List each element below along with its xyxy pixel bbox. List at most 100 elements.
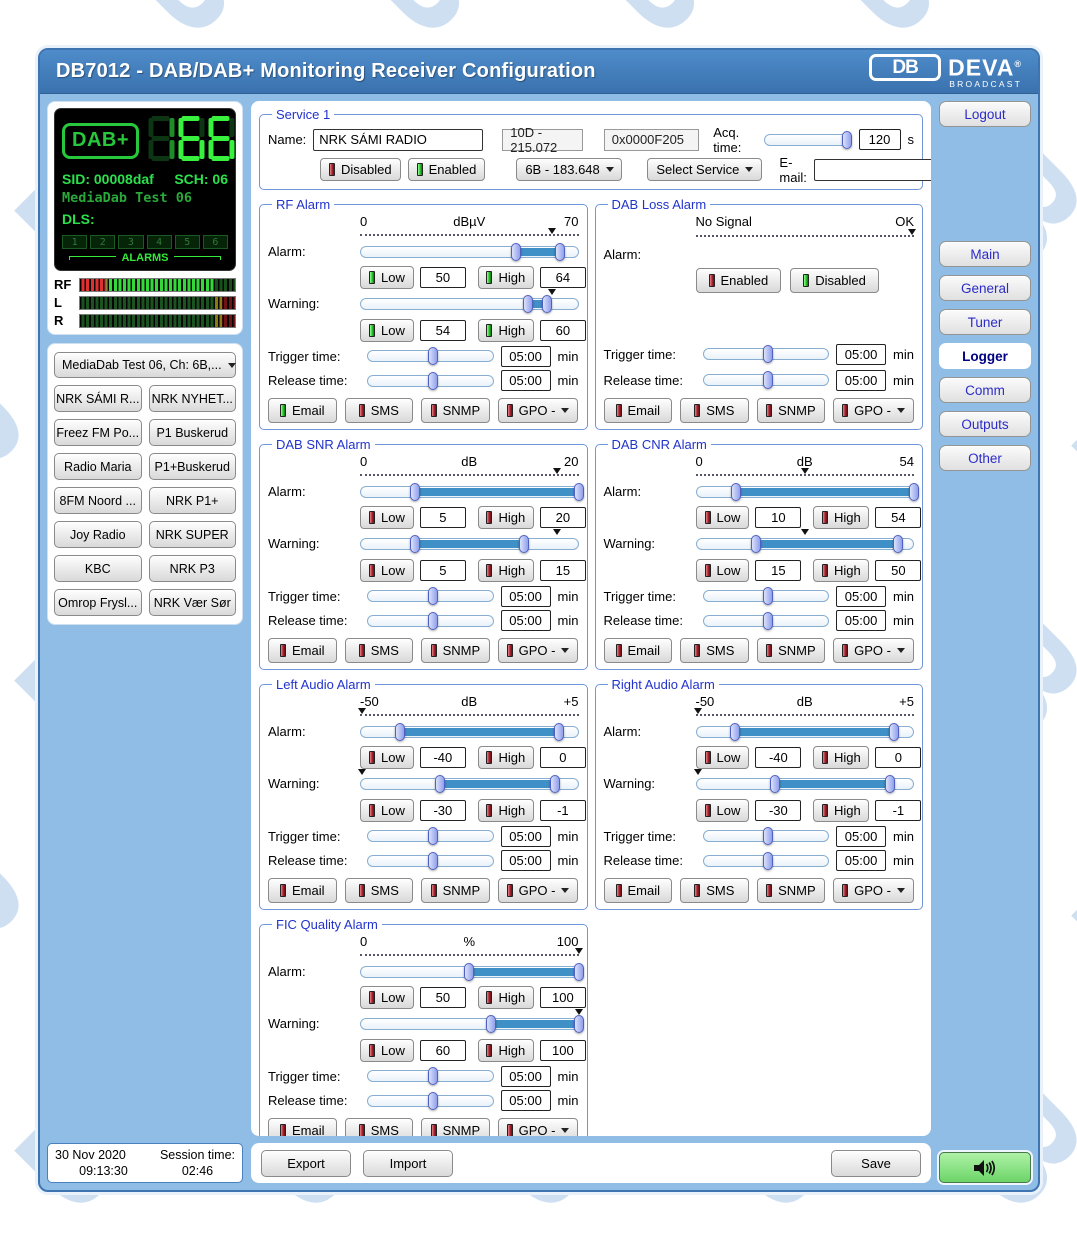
dab-snr-alarm-warning-high-button[interactable]: High — [477, 558, 534, 582]
left-audio-alarm-warning-high-button[interactable]: High — [477, 798, 534, 822]
tab-logger[interactable]: Logger — [939, 343, 1031, 369]
dab-loss-alarm-email-button[interactable]: Email — [603, 398, 673, 423]
fic-quality-alarm-sms-button[interactable]: SMS — [344, 1118, 414, 1136]
left-audio-alarm-gpo-button[interactable]: GPO - — [497, 878, 579, 904]
fic-quality-alarm-email-button[interactable]: Email — [268, 1118, 337, 1136]
fic-quality-alarm-gpo-button[interactable]: GPO - — [497, 1118, 579, 1136]
dab-snr-alarm-warning-low-button[interactable]: Low — [360, 558, 414, 582]
fic-quality-alarm-trigger-time-slider[interactable] — [367, 1067, 494, 1086]
right-audio-alarm-warning-slider-low-handle[interactable] — [770, 774, 781, 793]
dab-loss-alarm-sms-button[interactable]: SMS — [680, 398, 749, 423]
acq-time-input[interactable] — [858, 129, 901, 150]
right-audio-alarm-release-time-slider[interactable] — [702, 851, 830, 870]
dab-loss-alarm-disabled-button[interactable]: Disabled — [790, 268, 879, 293]
fic-quality-alarm-alarm-high-input[interactable] — [539, 987, 586, 1009]
left-audio-alarm-alarm-low-button[interactable]: Low — [360, 746, 414, 770]
rf-alarm-alarm-high-input[interactable] — [539, 267, 586, 289]
acq-time-slider-handle[interactable] — [842, 130, 853, 149]
dab-loss-alarm-snmp-button[interactable]: SNMP — [756, 398, 826, 423]
left-audio-alarm-release-time-slider-handle[interactable] — [427, 851, 438, 870]
logout-button[interactable]: Logout — [939, 101, 1031, 127]
service-disabled-button[interactable]: Disabled — [320, 158, 401, 181]
right-audio-alarm-warning-low-input[interactable] — [755, 799, 802, 821]
left-audio-alarm-trigger-time-slider[interactable] — [367, 827, 494, 846]
dab-cnr-alarm-gpo-button[interactable]: GPO - — [833, 638, 914, 664]
fic-quality-alarm-warning-high-input[interactable] — [539, 1039, 586, 1061]
dab-snr-alarm-warning-low-input[interactable] — [419, 559, 466, 581]
dab-snr-alarm-alarm-slider[interactable] — [360, 482, 584, 501]
fic-quality-alarm-warning-low-input[interactable] — [419, 1039, 466, 1061]
left-audio-alarm-email-button[interactable]: Email — [268, 878, 337, 904]
fic-quality-alarm-warning-low-button[interactable]: Low — [360, 1038, 414, 1062]
dab-snr-alarm-snmp-button[interactable]: SNMP — [421, 638, 490, 664]
right-audio-alarm-trigger-time-slider[interactable] — [702, 827, 830, 846]
dab-cnr-alarm-warning-low-button[interactable]: Low — [695, 558, 750, 582]
dab-cnr-alarm-alarm-slider[interactable] — [695, 482, 919, 501]
dab-snr-alarm-alarm-slider-low-handle[interactable] — [409, 482, 420, 501]
dab-cnr-alarm-warning-high-input[interactable] — [875, 559, 922, 581]
rf-alarm-release-time-slider[interactable] — [367, 371, 494, 390]
rf-alarm-snmp-button[interactable]: SNMP — [421, 398, 490, 424]
dab-snr-alarm-release-time-slider-handle[interactable] — [427, 611, 438, 630]
dab-cnr-alarm-trigger-time-slider[interactable] — [702, 587, 830, 606]
left-audio-alarm-trigger-time-input[interactable] — [500, 825, 551, 847]
right-audio-alarm-alarm-low-button[interactable]: Low — [695, 746, 750, 770]
dab-snr-alarm-release-time-input[interactable] — [500, 610, 551, 632]
right-audio-alarm-warning-slider-high-handle[interactable] — [885, 774, 896, 793]
dab-cnr-alarm-alarm-high-input[interactable] — [875, 507, 922, 529]
dab-snr-alarm-warning-slider-high-handle[interactable] — [518, 534, 529, 553]
fic-quality-alarm-release-time-slider[interactable] — [367, 1091, 494, 1110]
rf-alarm-release-time-input[interactable] — [500, 370, 551, 392]
dab-loss-alarm-enabled-button[interactable]: Enabled — [695, 268, 782, 293]
fic-quality-alarm-alarm-low-input[interactable] — [419, 987, 466, 1009]
fic-quality-alarm-snmp-button[interactable]: SNMP — [421, 1118, 490, 1136]
tab-outputs[interactable]: Outputs — [939, 411, 1031, 437]
left-audio-alarm-snmp-button[interactable]: SNMP — [421, 878, 490, 904]
tab-comm[interactable]: Comm — [939, 377, 1031, 403]
fic-quality-alarm-trigger-time-input[interactable] — [500, 1065, 551, 1087]
rf-alarm-warning-slider-high-handle[interactable] — [542, 294, 553, 313]
right-audio-alarm-alarm-high-input[interactable] — [875, 747, 922, 769]
left-audio-alarm-alarm-slider-low-handle[interactable] — [394, 722, 405, 741]
left-audio-alarm-alarm-slider-high-handle[interactable] — [553, 722, 564, 741]
left-audio-alarm-release-time-input[interactable] — [500, 850, 551, 872]
fic-quality-alarm-release-time-input[interactable] — [500, 1090, 551, 1112]
right-audio-alarm-email-button[interactable]: Email — [603, 878, 673, 904]
dab-cnr-alarm-alarm-slider-low-handle[interactable] — [730, 482, 741, 501]
dab-cnr-alarm-release-time-input[interactable] — [836, 610, 887, 632]
rf-alarm-warning-slider-low-handle[interactable] — [523, 294, 534, 313]
tab-tuner[interactable]: Tuner — [939, 309, 1031, 335]
email-input[interactable] — [813, 158, 931, 181]
left-audio-alarm-sms-button[interactable]: SMS — [344, 878, 414, 904]
rf-alarm-release-time-slider-handle[interactable] — [427, 371, 438, 390]
dab-snr-alarm-alarm-slider-high-handle[interactable] — [573, 482, 584, 501]
dab-snr-alarm-warning-slider[interactable] — [360, 528, 579, 553]
left-audio-alarm-trigger-time-slider-handle[interactable] — [427, 827, 438, 846]
dab-snr-alarm-trigger-time-slider-handle[interactable] — [427, 587, 438, 606]
station-button[interactable]: NRK NYHET... — [148, 385, 236, 412]
dab-snr-alarm-warning-slider-low-handle[interactable] — [409, 534, 420, 553]
right-audio-alarm-trigger-time-input[interactable] — [836, 825, 887, 847]
right-audio-alarm-snmp-button[interactable]: SNMP — [756, 878, 826, 904]
left-audio-alarm-warning-low-input[interactable] — [419, 799, 466, 821]
dab-loss-alarm-release-time-slider-handle[interactable] — [763, 371, 774, 389]
fic-quality-alarm-release-time-slider-handle[interactable] — [427, 1091, 438, 1110]
fic-quality-alarm-trigger-time-slider-handle[interactable] — [427, 1067, 438, 1086]
rf-alarm-warning-high-button[interactable]: High — [477, 318, 534, 342]
dab-cnr-alarm-alarm-low-input[interactable] — [755, 507, 802, 529]
right-audio-alarm-warning-low-button[interactable]: Low — [695, 798, 750, 822]
fic-quality-alarm-alarm-slider-low-handle[interactable] — [464, 962, 475, 981]
station-button[interactable]: 8FM Noord ... — [54, 487, 142, 514]
dab-cnr-alarm-alarm-slider-high-handle[interactable] — [909, 482, 919, 501]
dab-cnr-alarm-trigger-time-slider-handle[interactable] — [763, 587, 774, 606]
import-button[interactable]: Import — [363, 1149, 453, 1177]
dab-snr-alarm-alarm-high-input[interactable] — [539, 507, 586, 529]
dab-loss-alarm-gpo-button[interactable]: GPO - — [833, 398, 914, 423]
dab-cnr-alarm-alarm-high-button[interactable]: High — [813, 506, 870, 530]
dab-cnr-alarm-warning-high-button[interactable]: High — [813, 558, 870, 582]
save-button[interactable]: Save — [831, 1149, 921, 1177]
dab-cnr-alarm-warning-slider[interactable] — [695, 528, 914, 553]
rf-alarm-sms-button[interactable]: SMS — [344, 398, 414, 424]
station-button[interactable]: NRK SUPER — [148, 521, 236, 548]
dab-cnr-alarm-release-time-slider[interactable] — [702, 611, 830, 630]
